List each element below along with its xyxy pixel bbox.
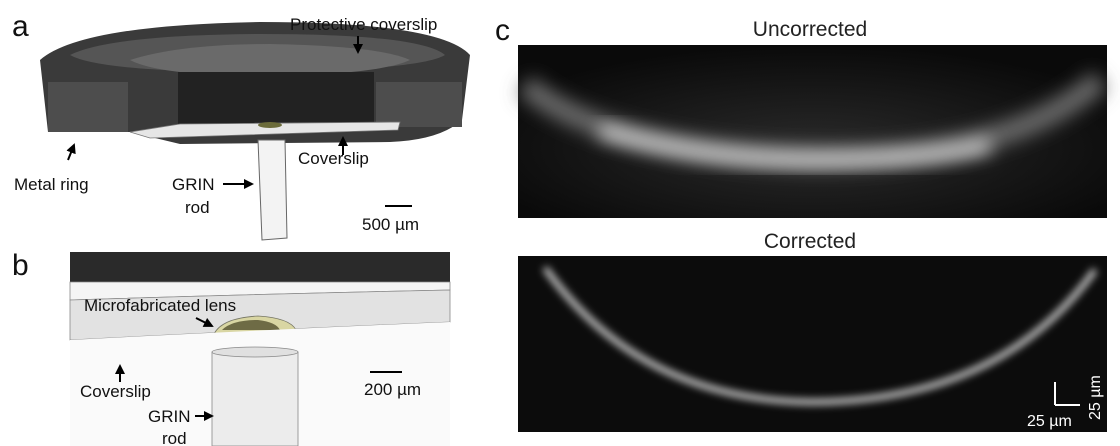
image-uncorrected [518,45,1107,218]
arrow [68,145,74,160]
annotation: Coverslip [298,149,369,168]
scale-label: 25 µm [1027,413,1072,430]
annotation: Metal ring [14,175,89,194]
image-title: Corrected [764,230,856,253]
device-drawing [40,22,470,240]
annotation: GRIN [148,407,191,426]
image-title: Uncorrected [753,18,867,41]
scale-label: 200 µm [364,380,421,399]
cross-section [70,252,450,446]
panel-label: a [12,10,29,43]
annotation: rod [162,429,187,446]
scale-label: 25 µm [1087,375,1104,420]
figure: a Protective coverslip Metal ring Covers… [0,0,1120,446]
scale-label: 500 µm [362,215,419,234]
annotation: Microfabricated lens [84,296,236,315]
panel-label: b [12,249,29,282]
annotation: Coverslip [80,382,151,401]
image-corrected [518,256,1107,432]
annotation: Protective coverslip [290,15,437,34]
annotation: rod [185,198,210,217]
panel-label: c [495,14,510,47]
annotation: GRIN [172,175,215,194]
